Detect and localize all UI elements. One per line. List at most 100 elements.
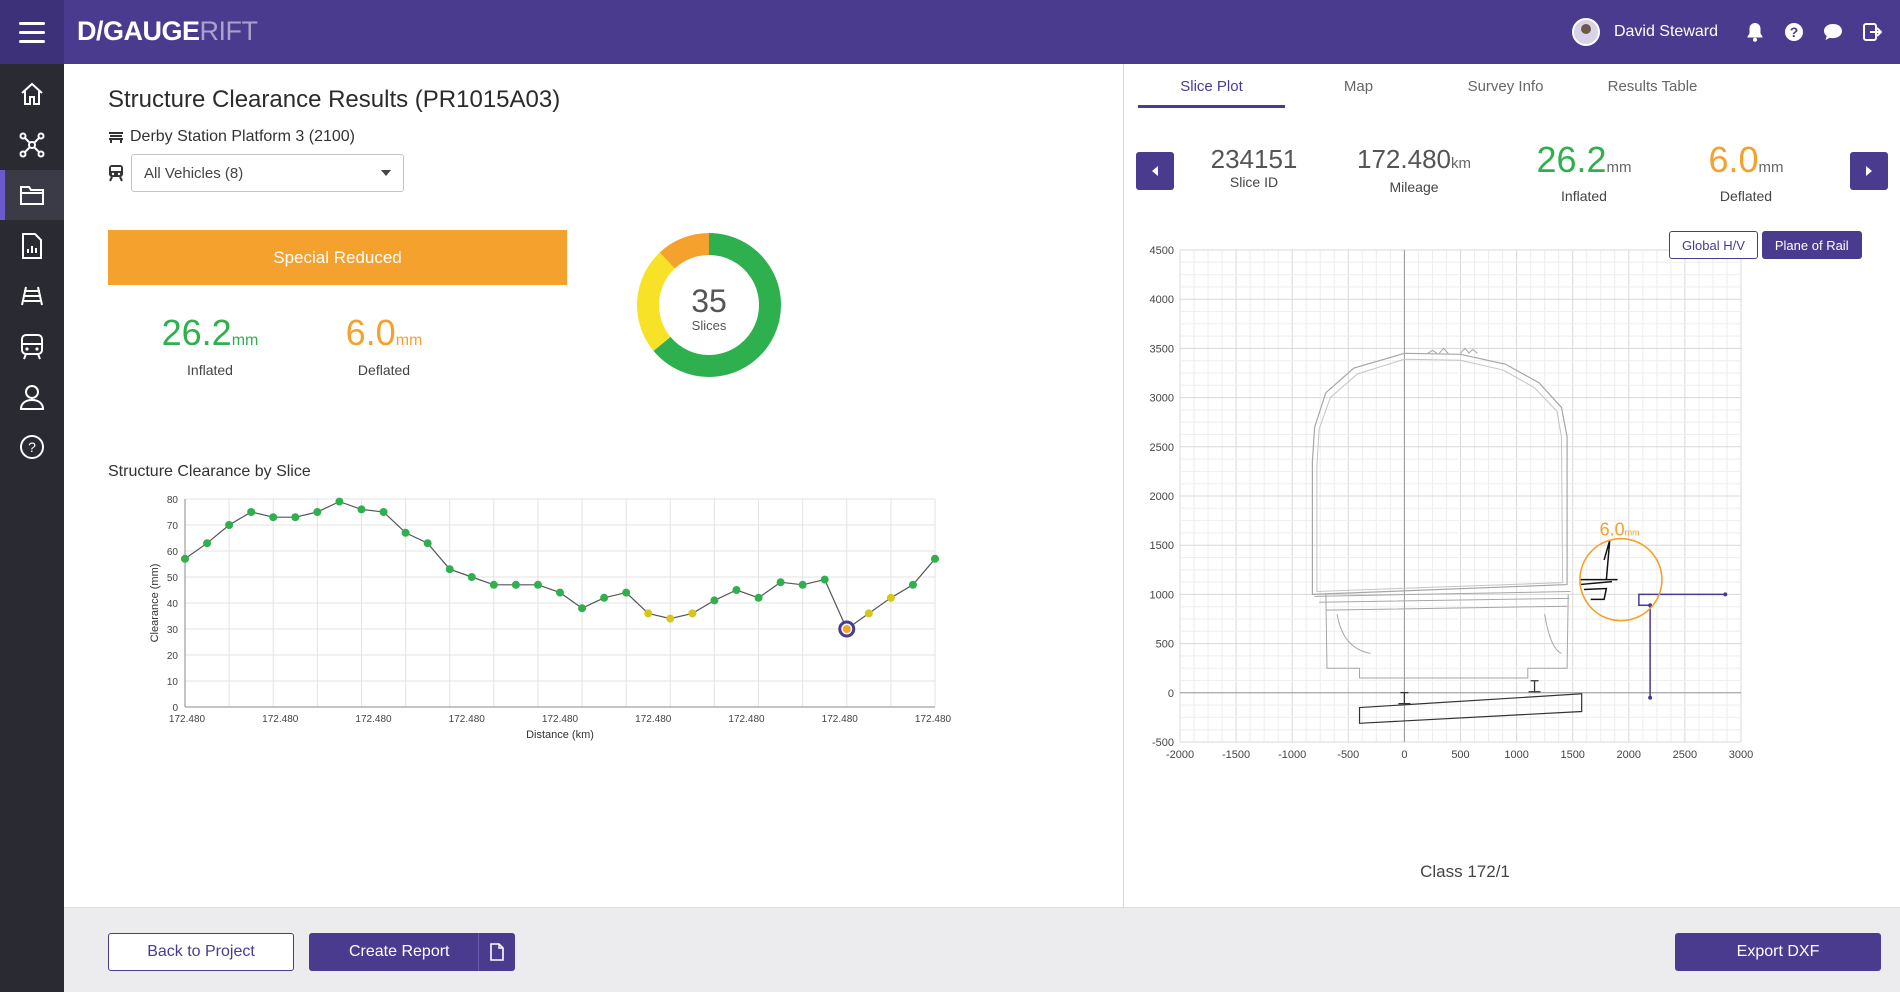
y-tick-label: 0	[1168, 688, 1174, 700]
donut-segment	[637, 252, 676, 351]
x-tick-label: 1000	[1504, 749, 1528, 761]
x-tick-label: 0	[1401, 749, 1407, 761]
data-point[interactable]	[269, 513, 278, 522]
data-point[interactable]	[666, 614, 675, 623]
data-point[interactable]	[710, 596, 719, 605]
y-axis-label: Clearance (mm)	[149, 564, 161, 643]
export-dxf-button[interactable]: Export DXF	[1675, 933, 1881, 971]
x-tick-label: 2500	[1673, 749, 1697, 761]
previous-slice-button[interactable]	[1136, 152, 1174, 190]
avatar[interactable]	[1571, 18, 1600, 46]
x-tick-label: 172.480	[262, 714, 299, 725]
data-point[interactable]	[776, 578, 785, 587]
chat-icon[interactable]	[1822, 21, 1844, 43]
data-point[interactable]	[864, 609, 873, 618]
sidebar-item-users[interactable]	[0, 372, 64, 422]
y-tick-label: 40	[167, 599, 179, 610]
data-point[interactable]	[423, 539, 432, 548]
logout-icon[interactable]	[1861, 21, 1883, 43]
tab-survey-info[interactable]: Survey Info	[1467, 78, 1544, 95]
create-report-button[interactable]: Create Report	[309, 933, 515, 971]
data-point[interactable]	[445, 565, 454, 574]
clearance-line-chart[interactable]: 0 10 20 30 40 50 60 70 80 172.480 172.480 172.480 17…	[100, 484, 1120, 884]
top-bar: D/GAUGERIFT David Steward ?	[0, 0, 1900, 64]
user-icon	[19, 385, 45, 410]
clearance-annotation-unit: mm	[1625, 527, 1640, 537]
data-point[interactable]	[181, 554, 189, 563]
plane-of-rail-toggle[interactable]: Plane of Rail	[1761, 231, 1862, 259]
create-report-label: Create Report	[349, 943, 450, 960]
data-point[interactable]	[688, 609, 697, 618]
x-tick-label: 172.480	[822, 714, 859, 725]
x-tick-label: 172.480	[728, 714, 765, 725]
bell-icon[interactable]	[1744, 21, 1766, 43]
data-point[interactable]	[203, 539, 212, 548]
tab-map[interactable]: Map	[1343, 78, 1374, 95]
data-point[interactable]	[908, 580, 917, 589]
data-point[interactable]	[820, 575, 829, 584]
vehicle-select[interactable]: All Vehicles (8)	[131, 154, 404, 192]
sidebar-item-home[interactable]	[0, 69, 64, 119]
data-point[interactable]	[225, 521, 234, 529]
data-point[interactable]	[467, 573, 476, 581]
data-point[interactable]	[798, 580, 807, 589]
sidebar-item-help[interactable]: ?	[0, 422, 64, 472]
data-point[interactable]	[644, 609, 653, 618]
sidebar-item-reports[interactable]	[0, 221, 64, 271]
y-tick-label: 500	[1156, 639, 1174, 651]
network-icon	[19, 132, 45, 158]
sidebar-item-network[interactable]	[0, 120, 64, 170]
data-point[interactable]	[247, 508, 256, 516]
next-slice-button[interactable]	[1850, 152, 1888, 190]
data-point[interactable]	[401, 528, 410, 537]
global-hv-toggle[interactable]: Global H/V	[1669, 231, 1758, 259]
help-icon[interactable]: ?	[1783, 21, 1805, 43]
tab-results-table[interactable]: Results Table	[1607, 78, 1698, 95]
y-tick-label: 4000	[1150, 294, 1174, 306]
sidebar: ?	[0, 64, 64, 992]
inflated-stat: 26.2mm Inflated	[1536, 139, 1632, 205]
data-point[interactable]	[732, 586, 741, 594]
menu-button[interactable]	[0, 0, 64, 64]
train-icon	[109, 165, 123, 182]
report-document-icon	[22, 233, 42, 259]
underframe-outline	[1325, 594, 1569, 679]
vehicle-body-outline	[1311, 352, 1568, 596]
y-tick-label: 30	[167, 625, 179, 636]
sidebar-item-vehicles[interactable]	[0, 322, 64, 372]
rail-icon	[1398, 691, 1411, 705]
back-to-project-button[interactable]: Back to Project	[108, 933, 294, 971]
roof-equipment	[1468, 348, 1478, 354]
data-point[interactable]	[931, 554, 939, 563]
x-tick-label: 2000	[1617, 749, 1641, 761]
user-name[interactable]: David Steward	[1613, 23, 1718, 40]
data-point[interactable]	[313, 508, 322, 516]
data-point[interactable]	[754, 593, 763, 602]
data-point[interactable]	[600, 593, 609, 602]
data-point[interactable]	[578, 604, 587, 613]
caret-left-icon	[1152, 166, 1158, 176]
y-tick-label: 1500	[1150, 540, 1174, 552]
tab-slice-plot[interactable]: Slice Plot	[1138, 78, 1285, 108]
data-point[interactable]	[379, 508, 388, 516]
data-point[interactable]	[556, 588, 564, 597]
data-point[interactable]	[335, 497, 344, 506]
x-tick-label: 172.480	[355, 714, 392, 725]
data-point[interactable]	[511, 580, 520, 589]
data-point[interactable]	[489, 580, 498, 589]
sidebar-item-projects[interactable]	[0, 170, 64, 220]
data-point[interactable]	[886, 593, 895, 602]
y-tick-label: 4500	[1150, 245, 1174, 257]
data-point[interactable]	[357, 505, 366, 514]
structure-point	[1723, 592, 1728, 597]
y-tick-label: 1000	[1150, 589, 1174, 601]
slice-plot[interactable]: -2000 -1500 -1000 -500 0 500 1000 1500 2000 2500 3…	[1124, 214, 1900, 774]
x-tick-label: 3000	[1729, 749, 1753, 761]
data-point[interactable]	[533, 580, 542, 589]
train-icon	[21, 334, 43, 360]
data-point[interactable]	[842, 625, 851, 633]
data-point[interactable]	[622, 588, 631, 597]
clearance-circle	[1579, 537, 1663, 622]
sidebar-item-tracks[interactable]	[0, 271, 64, 321]
data-point[interactable]	[291, 513, 300, 522]
